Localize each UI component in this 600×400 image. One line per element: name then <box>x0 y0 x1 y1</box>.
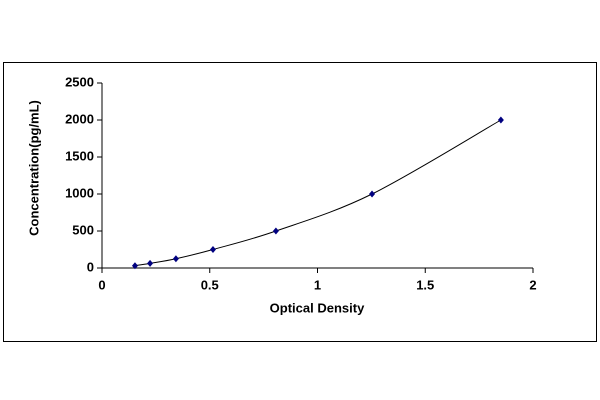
x-tick-label: 1 <box>314 277 321 292</box>
x-tick-label: 0 <box>98 277 105 292</box>
x-tick-label: 1.5 <box>416 277 434 292</box>
x-axis-label: Optical Density <box>270 300 365 315</box>
point <box>147 259 154 267</box>
point <box>272 227 279 235</box>
x-tick-label: 2 <box>529 277 536 292</box>
y-tick-label: 1500 <box>65 148 94 163</box>
y-tick-label: 500 <box>72 222 94 237</box>
x-tick-label: 0.5 <box>201 277 219 292</box>
point <box>209 246 216 253</box>
y-tick-label: 2500 <box>65 74 94 89</box>
point <box>131 262 138 270</box>
point <box>497 116 504 124</box>
y-tick-label: 2000 <box>65 111 94 126</box>
y-tick-label: 0 <box>87 259 94 274</box>
point <box>369 190 376 198</box>
y-axis-label: Concentration(pg/mL) <box>26 100 41 236</box>
y-tick-label: 1000 <box>65 185 94 200</box>
point <box>172 255 179 263</box>
